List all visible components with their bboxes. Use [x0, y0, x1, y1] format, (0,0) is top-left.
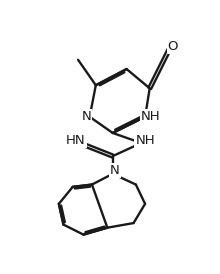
Text: O: O	[168, 40, 178, 53]
Text: NH: NH	[135, 134, 155, 147]
Text: N: N	[110, 164, 120, 177]
Text: HN: HN	[66, 134, 86, 147]
Text: N: N	[82, 110, 92, 123]
Text: NH: NH	[141, 110, 160, 123]
